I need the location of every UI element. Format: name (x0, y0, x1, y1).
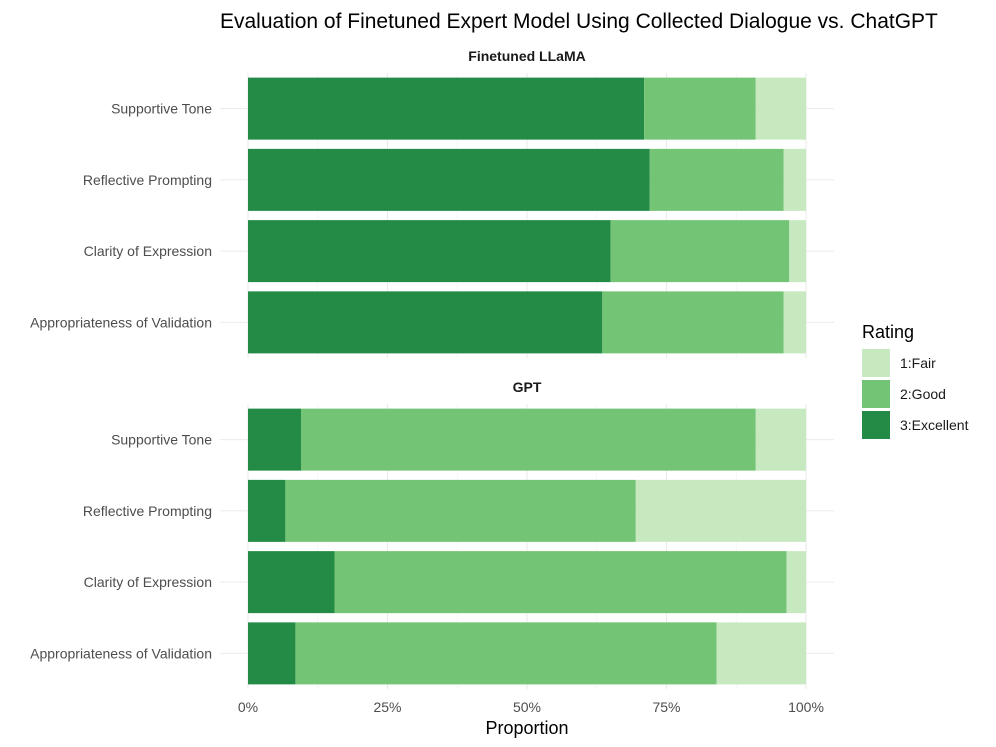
x-axis: 0% 25% 50% 75% 100% (238, 699, 824, 715)
bar-good-appropriateness-of-validation (295, 622, 717, 685)
legend-title: Rating (862, 322, 914, 342)
bar-good-reflective-prompting (285, 479, 636, 542)
x-tick-label: 0% (238, 699, 258, 715)
panel-0: Finetuned LLaMA Supportive Tone Reflective… (30, 48, 834, 358)
x-axis-label: Proportion (485, 718, 568, 738)
y-tick-label: Supportive Tone (111, 432, 212, 448)
bar-excellent-clarity-of-expression (248, 220, 611, 283)
panel-strip-label: GPT (513, 379, 542, 395)
legend-swatch (862, 349, 890, 377)
bar-excellent-reflective-prompting (248, 148, 650, 211)
bar-fair-clarity-of-expression (786, 551, 806, 614)
y-tick-label: Appropriateness of Validation (30, 314, 212, 330)
bar-good-reflective-prompting (649, 148, 784, 211)
bar-excellent-reflective-prompting (248, 479, 286, 542)
bar-fair-supportive-tone (755, 408, 806, 471)
panel-1: GPT Supportive Tone Reflective Prompting Cl… (30, 379, 834, 689)
legend-label: 3:Excellent (900, 417, 969, 433)
panel-strip-label: Finetuned LLaMA (468, 48, 585, 64)
bar-good-clarity-of-expression (334, 551, 787, 614)
bar-good-supportive-tone (301, 408, 756, 471)
y-tick-label: Reflective Prompting (83, 172, 212, 188)
x-tick-label: 100% (788, 699, 824, 715)
bar-fair-appropriateness-of-validation (716, 622, 806, 685)
y-tick-label: Supportive Tone (111, 101, 212, 117)
bar-excellent-appropriateness-of-validation (248, 622, 296, 685)
y-tick-label: Clarity of Expression (84, 243, 212, 259)
bar-fair-reflective-prompting (635, 479, 806, 542)
bar-excellent-appropriateness-of-validation (248, 291, 603, 354)
legend-label: 2:Good (900, 386, 946, 402)
y-tick-label: Appropriateness of Validation (30, 645, 212, 661)
bar-good-supportive-tone (644, 77, 756, 140)
chart-title: Evaluation of Finetuned Expert Model Usi… (220, 10, 938, 33)
bar-excellent-supportive-tone (248, 408, 302, 471)
legend: Rating 1:Fair 2:Good 3:Excellent (862, 322, 969, 439)
legend-swatch (862, 380, 890, 408)
y-tick-label: Reflective Prompting (83, 503, 212, 519)
bar-fair-clarity-of-expression (789, 220, 806, 283)
bar-good-appropriateness-of-validation (602, 291, 784, 354)
bar-good-clarity-of-expression (610, 220, 790, 283)
x-tick-label: 50% (513, 699, 541, 715)
legend-label: 1:Fair (900, 355, 936, 371)
y-tick-label: Clarity of Expression (84, 574, 212, 590)
bar-fair-reflective-prompting (783, 148, 806, 211)
x-tick-label: 75% (652, 699, 680, 715)
x-tick-label: 25% (373, 699, 401, 715)
legend-swatch (862, 411, 890, 439)
bar-excellent-supportive-tone (248, 77, 645, 140)
bar-excellent-clarity-of-expression (248, 551, 335, 614)
panels: Finetuned LLaMA Supportive Tone Reflective… (30, 48, 834, 689)
bar-fair-supportive-tone (755, 77, 806, 140)
bar-fair-appropriateness-of-validation (783, 291, 806, 354)
